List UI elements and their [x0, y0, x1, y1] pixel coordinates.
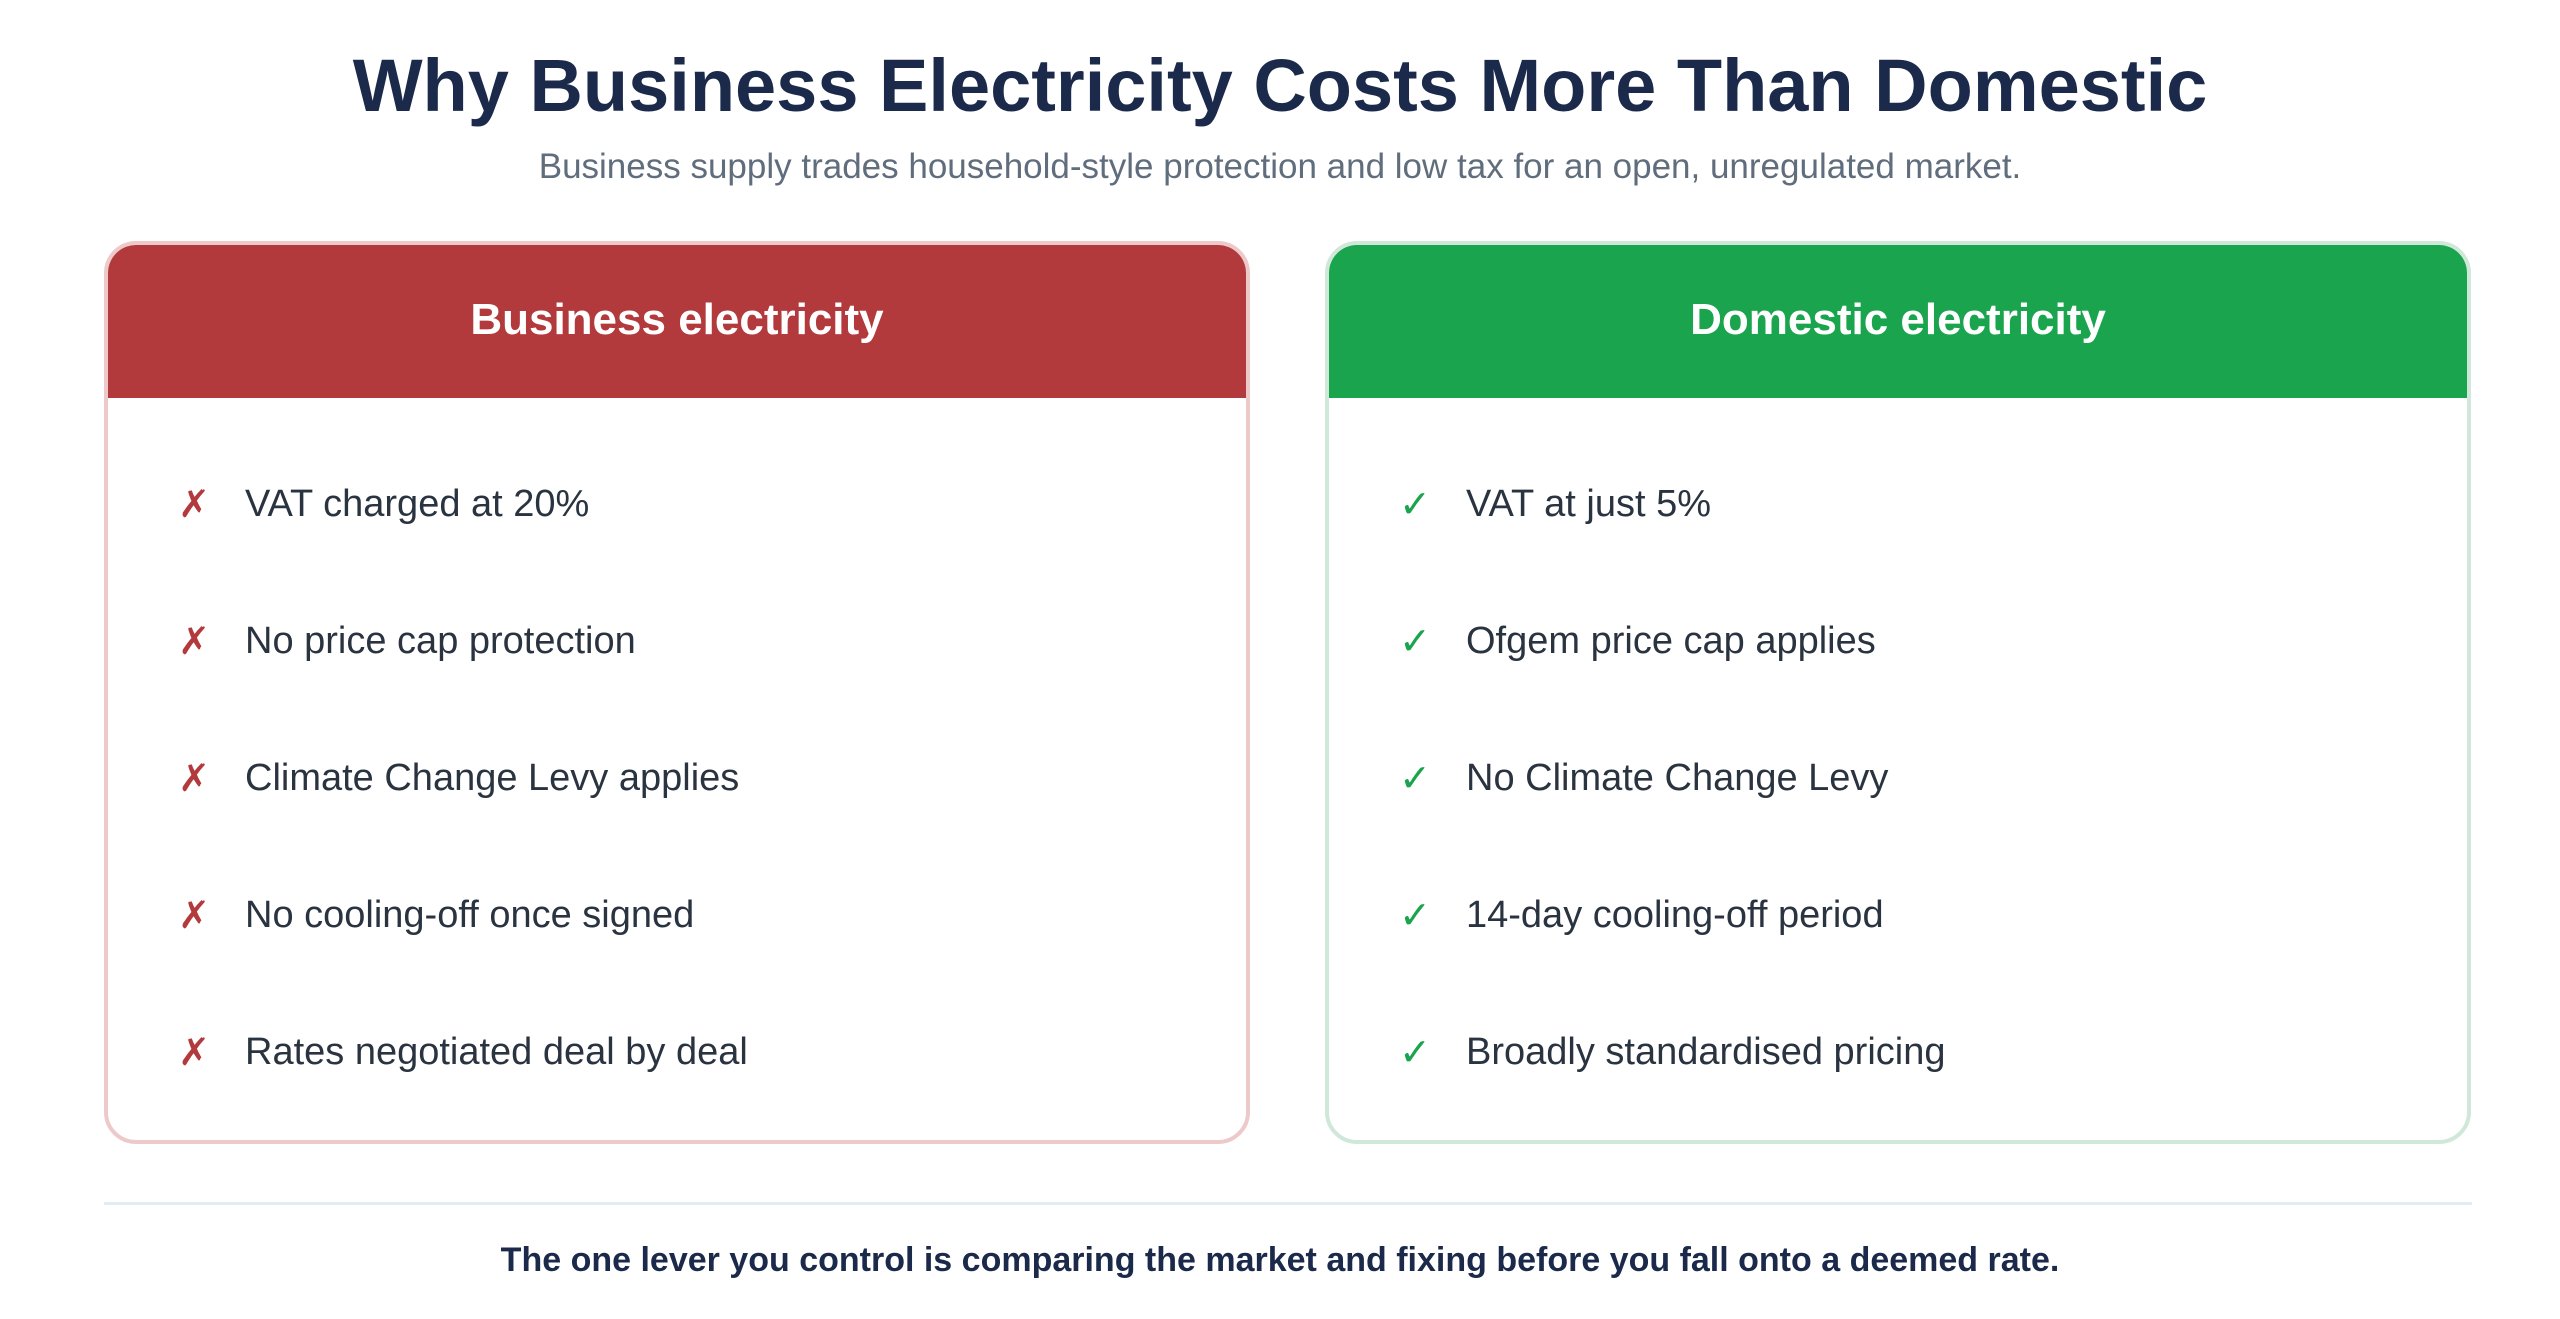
business-item-label: No price cap protection	[245, 619, 636, 662]
domestic-item-label: VAT at just 5%	[1466, 482, 1711, 525]
domestic-item: ✓ No Climate Change Levy	[1329, 738, 2467, 818]
cross-icon: ✗	[178, 1030, 210, 1074]
cross-icon: ✗	[178, 619, 210, 663]
domestic-item: ✓ Broadly standardised pricing	[1329, 1012, 2467, 1092]
check-icon: ✓	[1399, 756, 1431, 800]
check-icon: ✓	[1399, 482, 1431, 526]
business-item: ✗ Climate Change Levy applies	[108, 738, 1246, 818]
business-card: Business electricity ✗ VAT charged at 20…	[104, 241, 1250, 1144]
domestic-card: Domestic electricity ✓ VAT at just 5% ✓ …	[1325, 241, 2471, 1144]
page-subtitle: Business supply trades household-style p…	[538, 147, 2022, 186]
page-title: Why Business Electricity Costs More Than…	[352, 44, 2208, 127]
check-icon: ✓	[1399, 893, 1431, 937]
business-item: ✗ Rates negotiated deal by deal	[108, 1012, 1246, 1092]
domestic-item-label: Broadly standardised pricing	[1466, 1030, 1946, 1073]
domestic-card-heading: Domestic electricity	[1329, 245, 2467, 398]
domestic-item: ✓ VAT at just 5%	[1329, 464, 2467, 544]
check-icon: ✓	[1399, 1030, 1431, 1074]
business-card-heading: Business electricity	[108, 245, 1246, 398]
business-item: ✗ No cooling-off once signed	[108, 875, 1246, 955]
domestic-item-label: Ofgem price cap applies	[1466, 619, 1876, 662]
business-item-label: Climate Change Levy applies	[245, 756, 740, 799]
footer-note: The one lever you control is comparing t…	[500, 1241, 2060, 1279]
business-item: ✗ No price cap protection	[108, 601, 1246, 681]
domestic-item-label: 14-day cooling-off period	[1466, 893, 1884, 936]
business-item: ✗ VAT charged at 20%	[108, 464, 1246, 544]
cross-icon: ✗	[178, 756, 210, 800]
cross-icon: ✗	[178, 482, 210, 526]
business-item-label: Rates negotiated deal by deal	[245, 1030, 748, 1073]
domestic-item: ✓ 14-day cooling-off period	[1329, 875, 2467, 955]
check-icon: ✓	[1399, 619, 1431, 663]
business-item-label: VAT charged at 20%	[245, 482, 590, 525]
business-item-label: No cooling-off once signed	[245, 893, 695, 936]
cross-icon: ✗	[178, 893, 210, 937]
domestic-item-label: No Climate Change Levy	[1466, 756, 1889, 799]
domestic-item: ✓ Ofgem price cap applies	[1329, 601, 2467, 681]
divider	[104, 1202, 2472, 1205]
